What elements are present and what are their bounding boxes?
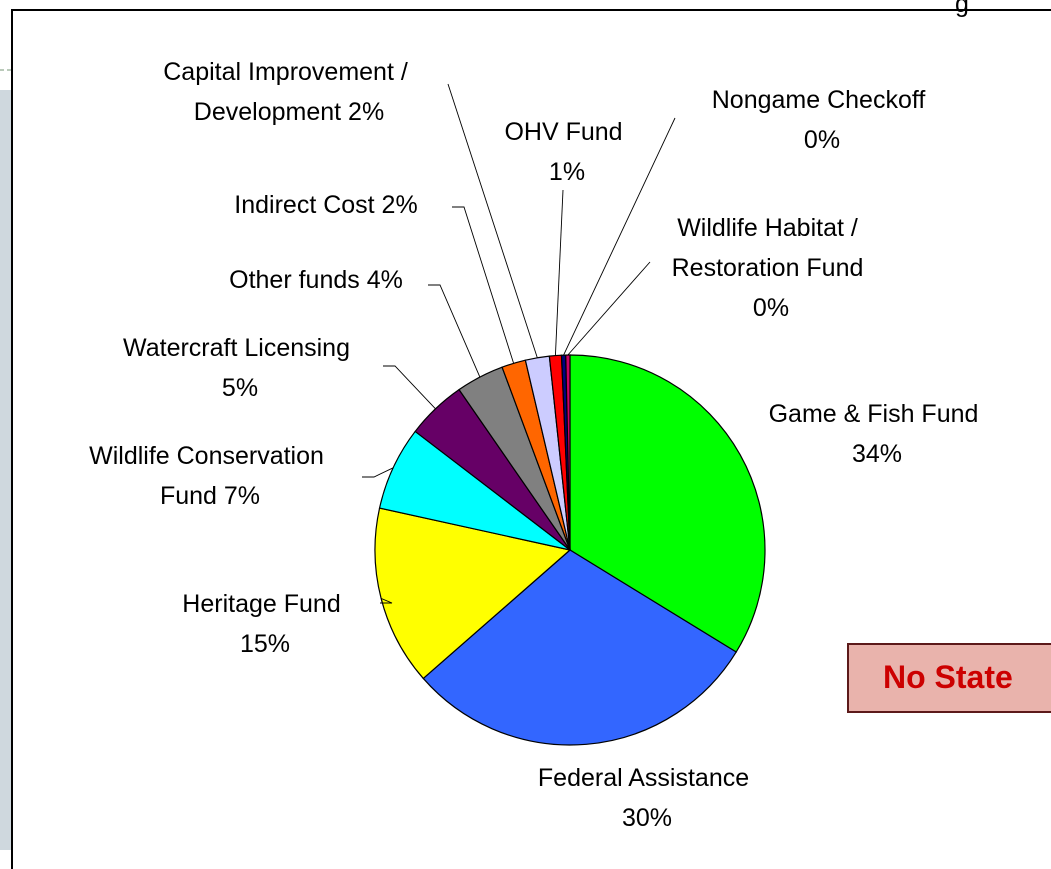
pie-slice-federal-assistance [422,549,738,746]
leader-line-wildlife-conservation-fund [362,467,394,478]
leader-line-ohv-fund [554,189,564,356]
label-ohv-fund: OHV Fund 1% [504,118,629,186]
leader-line-indirect-cost [452,206,515,364]
leader-line-other-funds [428,284,481,378]
pie-slice-wildlife-habitat-restoration-fund [565,354,571,551]
label-other-funds: Other funds 4% [229,266,403,294]
label-federal-assistance: Federal Assistance 30% [538,764,756,832]
leader-line-heritage-fund [380,598,393,604]
label-leader-lines [362,83,676,604]
label-wildlife-conservation-fund: Wildlife Conservation Fund 7% [89,442,331,510]
leader-line-capital-improvement [447,83,538,358]
pie-slices [374,354,766,746]
pie-slice-game-fish-fund [569,354,766,653]
label-indirect-cost: Indirect Cost 2% [234,191,417,219]
leader-line-wildlife-habitat-restoration-fund [567,261,651,356]
label-capital-improvement: Capital Improvement / Development 2% [163,58,415,126]
cropped-top-glyph: g [955,0,969,18]
label-wildlife-habitat-restoration-fund: Wildlife Habitat / Restoration Fund 0% [672,214,871,322]
no-state-banner: No State [847,643,1051,713]
label-heritage-fund: Heritage Fund 15% [182,590,347,658]
label-game-fish-fund: Game & Fish Fund 34% [769,400,986,468]
leader-line-nongame-checkoff [563,117,676,356]
label-watercraft-licensing: Watercraft Licensing 5% [123,334,357,402]
banner-text: No State [883,659,1013,695]
label-nongame-checkoff: Nongame Checkoff 0% [712,86,933,154]
leader-line-watercraft-licensing [383,365,436,410]
